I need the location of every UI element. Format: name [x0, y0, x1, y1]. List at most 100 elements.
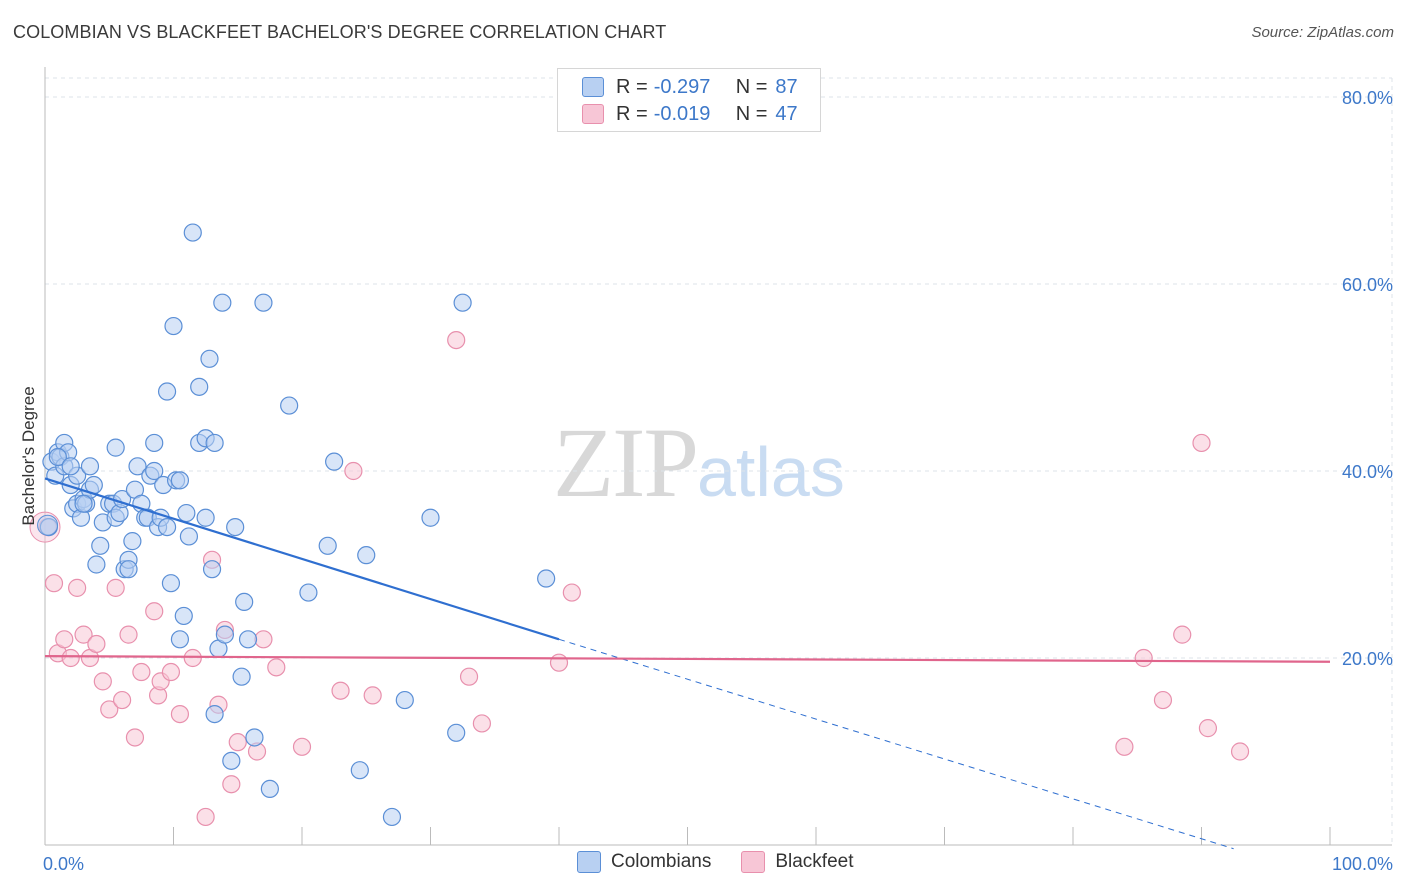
colombians-point	[238, 630, 258, 649]
colombians-point	[177, 503, 196, 523]
colombians-point	[447, 723, 466, 742]
colombians-swatch	[582, 77, 604, 97]
blackfeet-point	[161, 662, 181, 682]
colombians-point	[205, 433, 224, 453]
y-tick-label: 20.0%	[1342, 649, 1393, 669]
blackfeet-point	[472, 714, 491, 733]
blackfeet-point	[68, 578, 87, 597]
blackfeet-point	[196, 807, 215, 827]
colombians-point	[61, 457, 80, 476]
colombians-point	[170, 471, 190, 490]
legend-row-blackfeet: R = -0.019 N = 47	[582, 101, 798, 127]
colombians-point	[395, 690, 414, 710]
correlation-legend: R = -0.297 N = 87 R = -0.019 N = 47	[557, 68, 821, 132]
watermark-atlas: atlas	[697, 433, 845, 511]
blackfeet-point	[132, 662, 151, 682]
r-label: R =	[616, 75, 648, 98]
blackfeet-point	[459, 667, 479, 686]
colombians-point	[235, 592, 254, 612]
legend-label-colombians: Colombians	[611, 851, 712, 872]
colombians-point	[74, 494, 93, 513]
blackfeet-point	[74, 625, 93, 644]
blackfeet-point	[1192, 433, 1211, 453]
colombians-point	[123, 532, 142, 551]
blackfeet-point	[125, 728, 145, 747]
colombians-point	[164, 316, 183, 336]
y-axis-label: Bachelor's Degree	[19, 386, 38, 525]
n-value: 87	[775, 75, 798, 98]
colombians-point	[232, 667, 251, 686]
colombians-point	[226, 517, 245, 537]
source-label: Source: ZipAtlas.com	[1251, 24, 1394, 41]
colombians-point	[280, 396, 299, 415]
colombians-point	[245, 728, 264, 747]
colombians-point	[106, 438, 125, 457]
colombians-point	[200, 349, 219, 368]
colombians-point	[325, 452, 344, 471]
blackfeet-swatch	[582, 104, 604, 124]
colombians-point	[183, 223, 202, 242]
blackfeet-point	[100, 700, 119, 719]
blackfeet-point	[254, 630, 273, 649]
y-tick-label: 80.0%	[1342, 88, 1393, 108]
blackfeet-point	[112, 690, 132, 710]
colombians-point	[87, 555, 106, 574]
blackfeet-point	[549, 653, 569, 672]
blackfeet-point	[119, 625, 138, 644]
x-tick-label: 0.0%	[43, 854, 84, 874]
colombians-point	[421, 508, 440, 527]
colombians-point	[145, 433, 164, 453]
colombians-point	[350, 761, 369, 780]
colombians-point	[170, 630, 190, 649]
grid-lines	[45, 77, 1393, 845]
blackfeet-point	[222, 775, 241, 794]
colombians-point	[157, 517, 177, 537]
blackfeet-swatch	[741, 851, 766, 873]
colombians-point	[145, 461, 164, 481]
blackfeet-point	[344, 461, 363, 481]
blackfeet-point	[228, 733, 247, 752]
colombians-point	[382, 807, 402, 827]
colombians-point	[357, 546, 376, 565]
colombians-point	[196, 508, 215, 527]
blackfeet-point	[44, 574, 64, 593]
blackfeet-point	[1198, 719, 1218, 738]
r-value: -0.297	[653, 75, 711, 98]
blackfeet-point	[87, 634, 106, 654]
colombians-point	[254, 293, 273, 312]
trendlines	[44, 477, 1331, 850]
blackfeet-point	[331, 681, 350, 700]
y-tick-label: 40.0%	[1342, 462, 1393, 482]
blackfeet-point	[183, 648, 202, 668]
colombians-point	[179, 527, 199, 546]
colombians-point	[190, 377, 209, 396]
watermark-zip: ZIP	[553, 407, 699, 518]
blackfeet-point	[267, 658, 286, 677]
colombians-point	[128, 457, 147, 476]
n-value: 47	[775, 102, 798, 125]
legend-item-colombians: Colombians	[577, 851, 711, 873]
colombians-trendline-extension	[558, 638, 1234, 850]
colombians-point	[213, 293, 232, 312]
blackfeet-point	[145, 602, 164, 621]
axes	[44, 67, 1392, 846]
chart-title: COLOMBIAN VS BLACKFEET BACHELOR'S DEGREE…	[13, 22, 667, 42]
colombians-point-large	[37, 514, 59, 536]
blackfeet-point	[1153, 690, 1173, 710]
colombians-point	[174, 606, 193, 626]
blackfeet-point	[447, 331, 466, 350]
x-tick-label: 100.0%	[1332, 854, 1393, 874]
blackfeet-point	[61, 648, 80, 668]
legend-label-blackfeet: Blackfeet	[775, 851, 854, 872]
blackfeet-point	[170, 704, 190, 724]
blackfeet-point	[292, 737, 312, 756]
colombians-point	[260, 779, 279, 799]
r-value: -0.019	[653, 102, 711, 125]
blackfeet-point	[55, 630, 74, 649]
blackfeet-point	[1230, 742, 1250, 761]
y-tick-label: 60.0%	[1342, 275, 1393, 295]
blackfeet-point	[106, 578, 125, 597]
colombians-point	[215, 625, 234, 644]
n-label: N =	[735, 102, 768, 125]
